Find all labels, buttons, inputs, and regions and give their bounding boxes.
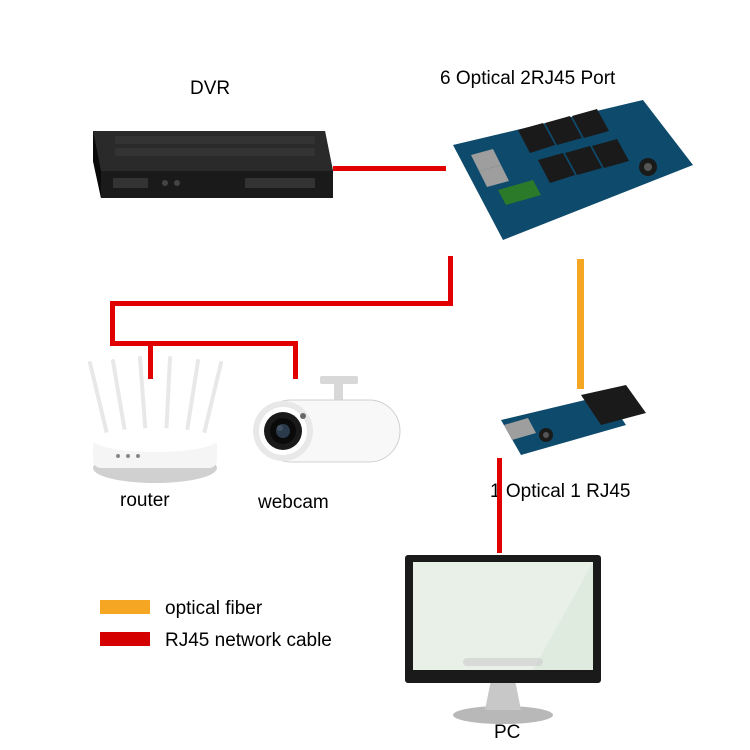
router-label: router: [120, 490, 170, 512]
router-device: [78, 353, 233, 493]
legend-rj45-swatch: [100, 632, 150, 646]
pc-label: PC: [494, 722, 520, 744]
line-trunk-down: [110, 301, 115, 346]
legend-fiber-label: optical fiber: [165, 598, 262, 620]
line-dvr-switch: [333, 166, 446, 171]
webcam-device: [225, 368, 410, 488]
switch-label: 6 Optical 2RJ45 Port: [440, 68, 615, 90]
line-switch-down1: [448, 256, 453, 306]
converter-label: 1 Optical 1 RJ45: [490, 481, 630, 503]
legend-rj45-label: RJ45 network cable: [165, 630, 332, 652]
line-switch-left: [110, 301, 453, 306]
converter-device: [486, 385, 656, 465]
line-branch-h: [110, 341, 298, 346]
webcam-label: webcam: [258, 492, 329, 514]
legend-fiber-swatch: [100, 600, 150, 614]
dvr-label: DVR: [190, 78, 230, 100]
line-fiber: [577, 259, 584, 389]
switch-device: [443, 95, 698, 260]
dvr-device: [85, 106, 335, 206]
pc-device: [393, 550, 613, 725]
line-converter-pc: [497, 458, 502, 553]
